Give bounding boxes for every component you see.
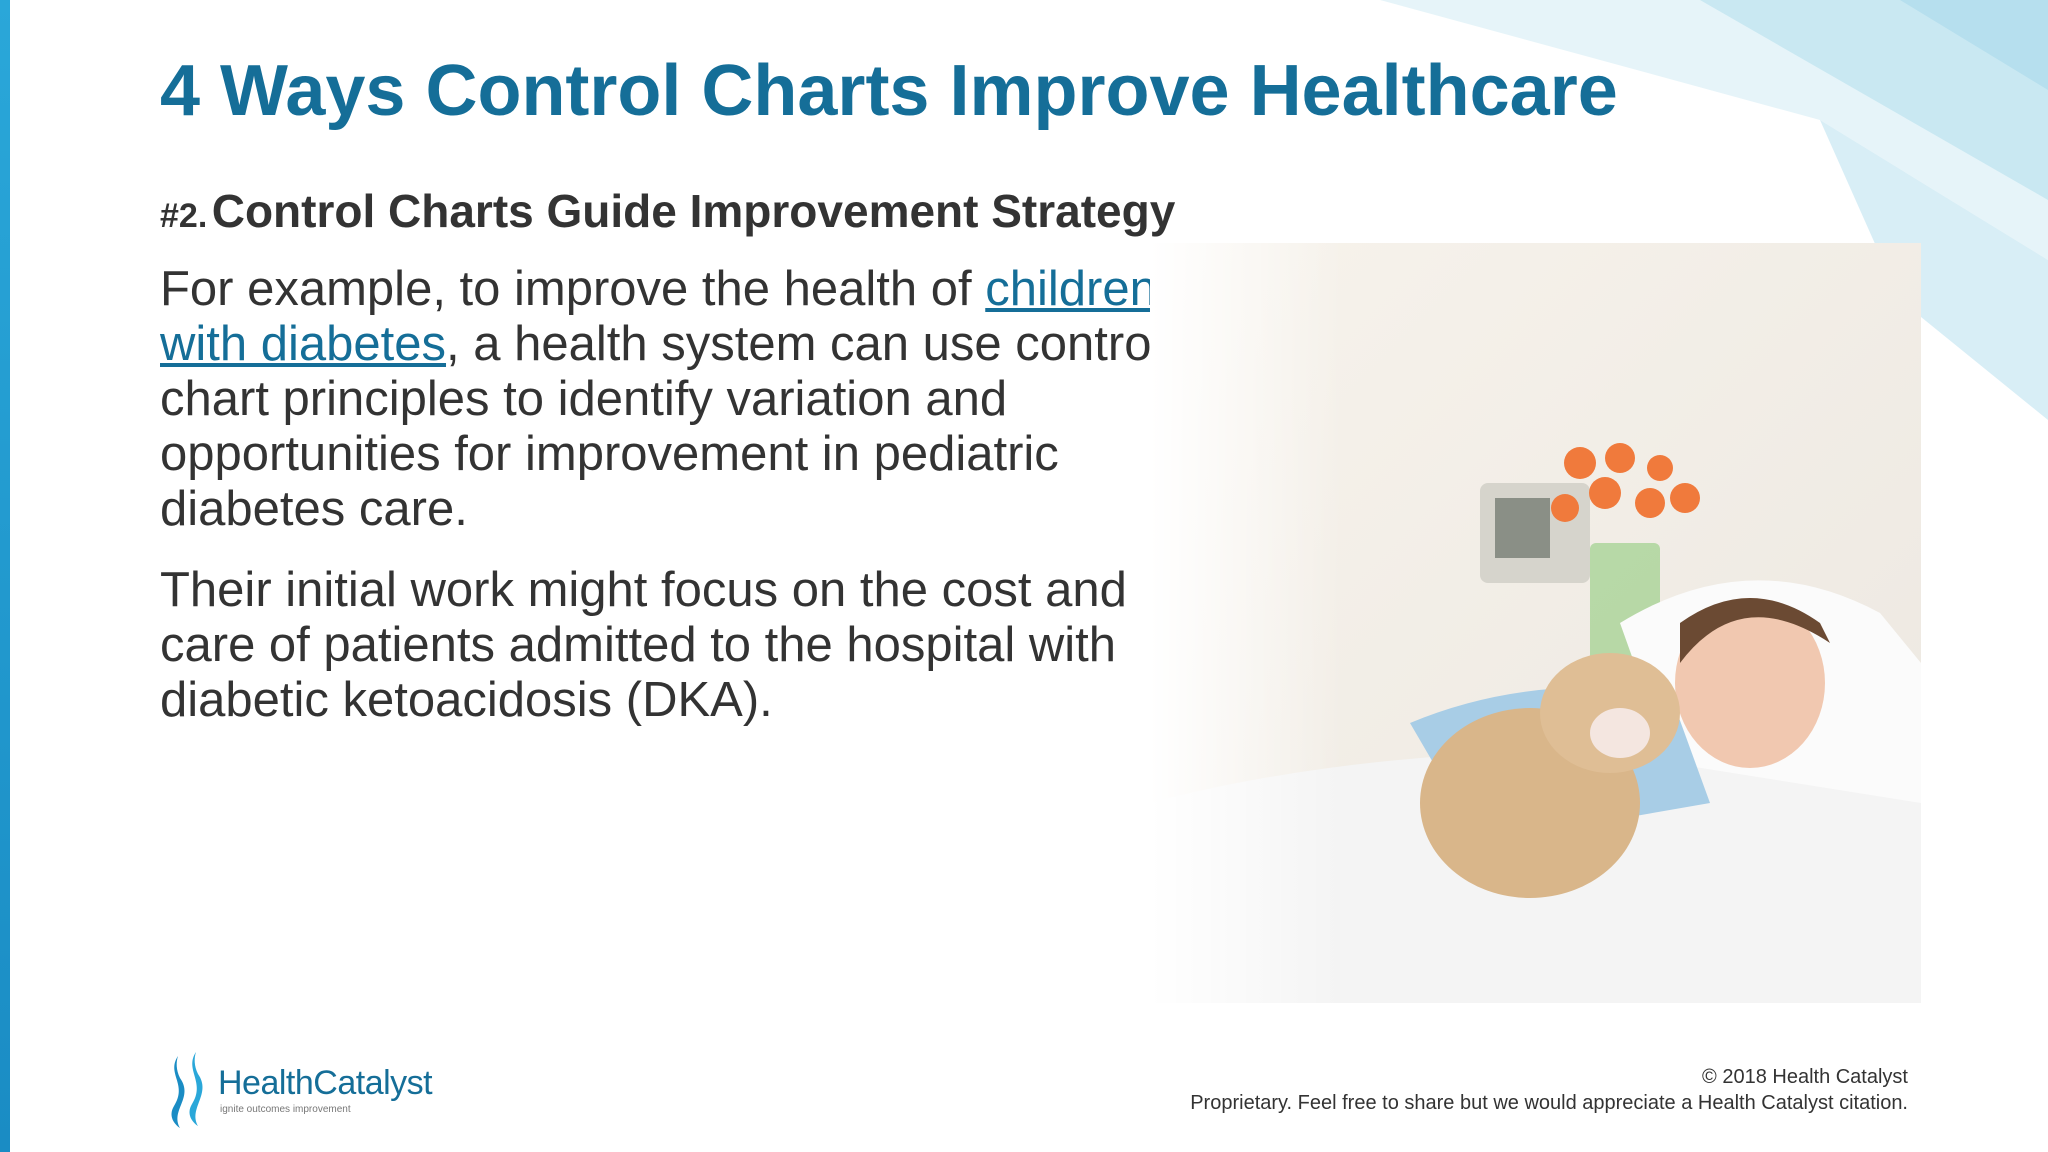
bg-shape	[1820, 120, 2048, 420]
accent-bar	[0, 0, 10, 1152]
paragraph: For example, to improve the health of ch…	[160, 262, 1220, 537]
photo	[1150, 243, 1921, 1003]
subtitle: #2. Control Charts Guide Improvement Str…	[160, 184, 1175, 238]
logo: HealthCatalyst ignite outcomes improveme…	[160, 1050, 433, 1135]
logo-mark	[171, 1052, 203, 1128]
logo-name: HealthCatalyst	[218, 1064, 433, 1102]
link[interactable]: children with diabetes	[160, 262, 1157, 371]
subtitle-number: #2.	[160, 197, 208, 235]
slide-title: 4 Ways Control Charts Improve Healthcare	[160, 51, 1618, 131]
text: , a health system can use control chart …	[160, 317, 1163, 536]
paragraph: Their initial work might focus on the co…	[160, 563, 1127, 727]
notice: Proprietary. Feel free to share but we w…	[1190, 1092, 1908, 1114]
copyright: © 2018 Health Catalyst	[1702, 1066, 1908, 1088]
footer: © 2018 Health Catalyst Proprietary. Feel…	[1190, 1064, 1908, 1116]
bg-shape	[1700, 0, 2048, 200]
subtitle-text: Control Charts Guide Improvement Strateg…	[211, 185, 1176, 237]
body-text: For example, to improve the health of ch…	[160, 262, 1220, 754]
logo-tagline: ignite outcomes improvement	[220, 1104, 351, 1115]
text: For example, to improve the health of	[160, 262, 986, 316]
bg-shape	[1900, 0, 2048, 90]
